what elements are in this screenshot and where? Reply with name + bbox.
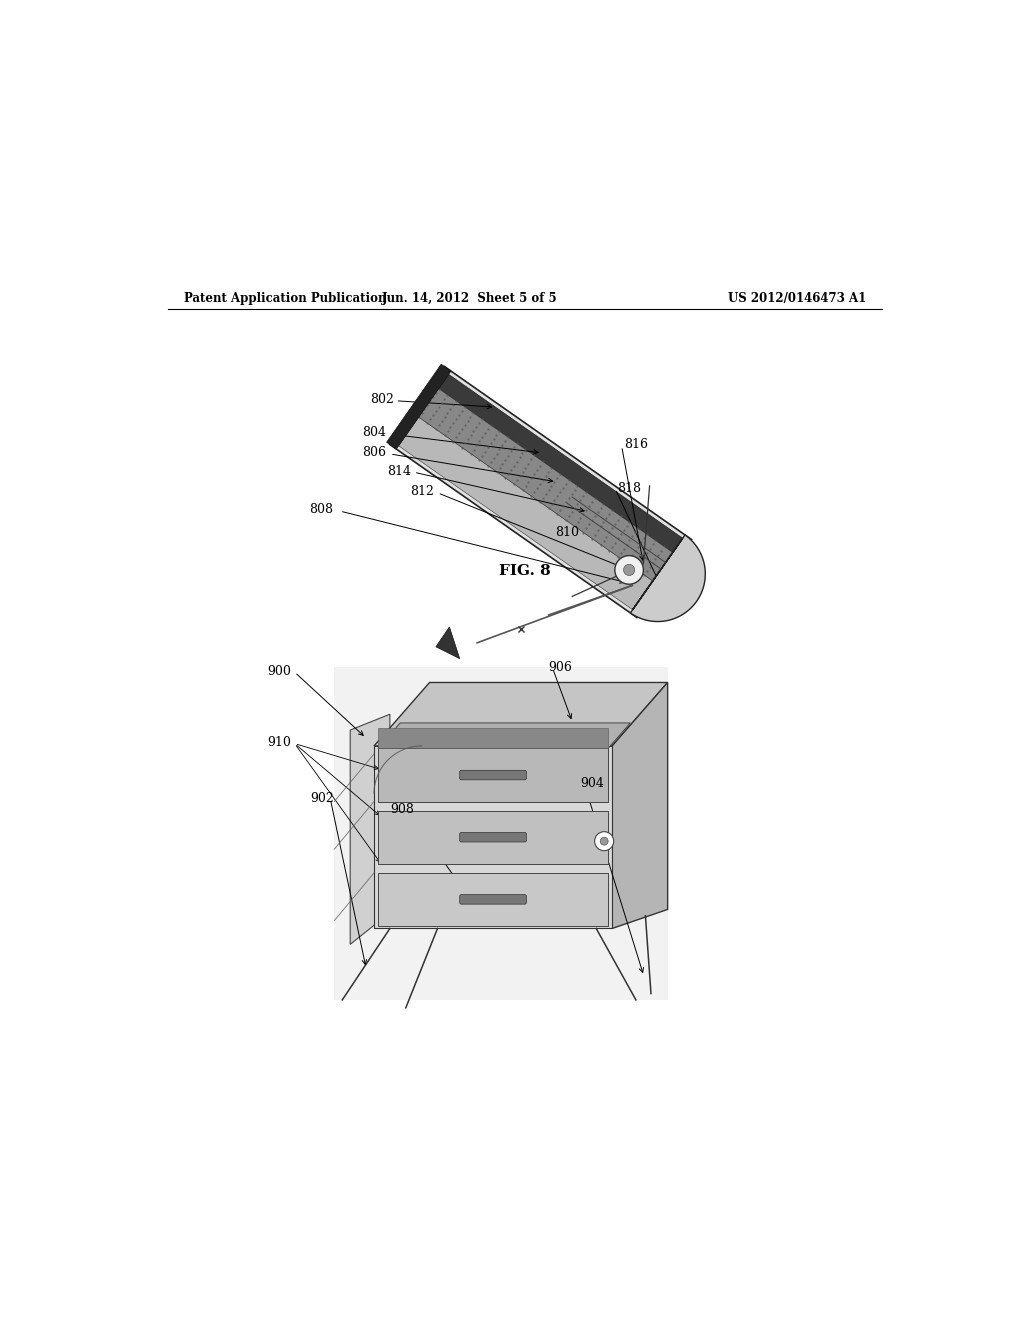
Polygon shape (374, 682, 668, 746)
Text: 804: 804 (362, 426, 386, 440)
Text: 816: 816 (624, 438, 648, 451)
Circle shape (624, 565, 635, 576)
Polygon shape (398, 417, 652, 610)
Text: FIG. 8: FIG. 8 (499, 565, 551, 578)
Text: FIG. 9: FIG. 9 (499, 843, 551, 858)
Polygon shape (419, 388, 673, 581)
Text: 808: 808 (309, 503, 333, 516)
Circle shape (600, 837, 608, 845)
Text: 806: 806 (362, 446, 386, 459)
Text: 812: 812 (410, 486, 433, 498)
Polygon shape (350, 714, 390, 944)
Polygon shape (438, 375, 683, 553)
Polygon shape (387, 364, 451, 449)
FancyBboxPatch shape (460, 833, 526, 842)
Text: 910: 910 (267, 737, 291, 748)
Circle shape (614, 556, 643, 585)
Polygon shape (378, 810, 608, 865)
Text: 900: 900 (267, 664, 291, 677)
Polygon shape (436, 627, 460, 659)
Polygon shape (374, 746, 612, 928)
Polygon shape (378, 748, 608, 801)
Text: 904: 904 (581, 777, 604, 791)
Text: 906: 906 (549, 660, 572, 673)
Text: 818: 818 (616, 482, 641, 495)
FancyBboxPatch shape (460, 895, 526, 904)
Text: 810: 810 (555, 525, 579, 539)
Text: 814: 814 (387, 465, 412, 478)
Text: Patent Application Publication: Patent Application Publication (183, 292, 386, 305)
Polygon shape (378, 873, 608, 927)
Text: US 2012/0146473 A1: US 2012/0146473 A1 (728, 292, 866, 305)
Polygon shape (378, 723, 631, 748)
Polygon shape (334, 667, 668, 1001)
Text: 902: 902 (310, 792, 334, 804)
Polygon shape (631, 535, 706, 622)
Polygon shape (378, 727, 608, 748)
Polygon shape (390, 367, 691, 618)
FancyBboxPatch shape (460, 771, 526, 780)
Circle shape (595, 832, 613, 850)
Text: Jun. 14, 2012  Sheet 5 of 5: Jun. 14, 2012 Sheet 5 of 5 (381, 292, 557, 305)
Text: 802: 802 (370, 393, 394, 407)
Text: 908: 908 (390, 804, 414, 816)
Polygon shape (612, 682, 668, 928)
